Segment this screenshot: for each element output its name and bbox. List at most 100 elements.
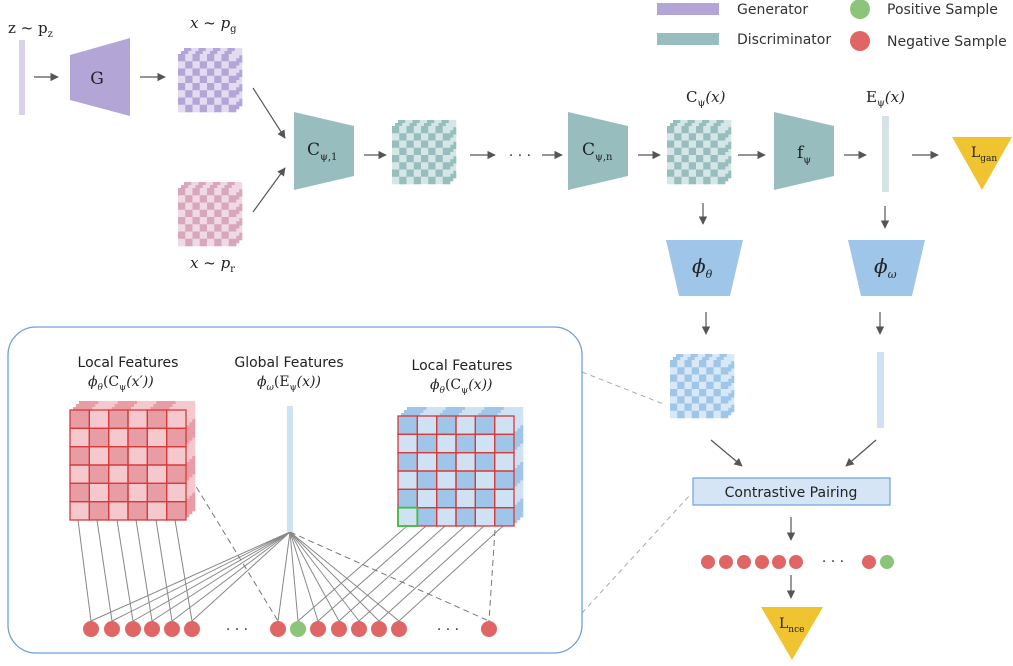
featuremap-cell	[214, 224, 222, 232]
featuremap-cell	[207, 97, 215, 106]
local-to-sample-line	[77, 519, 92, 622]
featuremap-cell	[667, 162, 675, 170]
positive-cell-outline	[397, 506, 419, 527]
featuremap-cell	[214, 68, 222, 77]
real-sample-featuremap	[178, 182, 243, 247]
featuremap-cell	[667, 176, 675, 185]
featuremap-cell	[674, 133, 682, 141]
featuremap-cell	[221, 209, 230, 218]
legend-discriminator-swatch	[657, 33, 719, 45]
arrow-phivec-to-pairing	[845, 439, 877, 467]
featuremap-cell	[428, 155, 436, 163]
featuremap-cell	[178, 188, 186, 196]
global-to-sample-line	[289, 531, 380, 622]
featuremap-cell	[699, 389, 707, 397]
phi-theta-featuremap	[670, 354, 735, 419]
featuremap-cell	[677, 367, 685, 375]
featuremap-cell	[713, 374, 722, 383]
featuremap-cell	[436, 434, 457, 453]
ex-label: Eψ(x)	[866, 88, 905, 109]
featuremap-cell	[681, 133, 690, 141]
global-to-sample-line	[111, 531, 291, 622]
featuremap-cell	[696, 169, 704, 178]
positive-sample-dot	[290, 621, 306, 637]
global-to-sample-line	[277, 531, 291, 622]
featuremap-cell	[717, 133, 726, 141]
featuremap-cell	[185, 97, 193, 106]
global-to-sample-line	[289, 531, 299, 622]
featuremap-cell	[442, 133, 451, 141]
featuremap-cell	[417, 416, 437, 435]
featuremap-cell	[435, 133, 444, 141]
c-psi-1-label: Cψ,1	[307, 140, 337, 163]
featuremap-cell	[720, 381, 729, 390]
featuremap-cell	[221, 97, 230, 106]
arrow-phimap-to-pairing	[710, 439, 743, 467]
featuremap-cell	[421, 140, 429, 149]
dashed-negative-line	[289, 531, 490, 622]
featuremap-cell	[674, 169, 682, 178]
featuremap-cell	[147, 483, 167, 502]
legend-generator-label: Generator	[737, 2, 808, 18]
featuremap-cell	[677, 396, 685, 404]
featuremap-cell	[706, 410, 714, 419]
grid-cell-outline	[494, 507, 515, 527]
featuremap-cell	[221, 90, 230, 98]
local-to-sample-line	[358, 525, 466, 622]
featuremap-cell	[696, 176, 704, 185]
featuremap-cell	[674, 155, 682, 163]
featuremap-cell	[128, 410, 148, 429]
f-psi-block	[774, 112, 834, 190]
featuremap-cell	[688, 176, 697, 185]
featuremap-cell	[710, 133, 719, 141]
local-features-negative-grid	[69, 401, 196, 521]
featuremap-cell	[192, 238, 201, 247]
dashed-negative-line	[488, 529, 496, 622]
z-label: z ~ pz	[8, 19, 53, 40]
negative-sample-dot	[789, 555, 803, 569]
featuremap-cell	[475, 471, 495, 490]
featuremap-cell	[494, 471, 515, 490]
featuremap-cell	[178, 75, 186, 84]
featuremap-cell	[670, 360, 678, 368]
featuremap-cell	[688, 147, 697, 156]
featuremap-cell	[703, 126, 711, 134]
local-features-positive-grid	[397, 407, 524, 527]
featuremap-cell	[456, 452, 476, 472]
featuremap-cell	[417, 471, 437, 490]
featuremap-cell	[178, 97, 186, 106]
featuremap-cell	[684, 367, 693, 375]
featuremap-cell	[688, 126, 697, 134]
global-to-sample-line	[151, 531, 291, 622]
featuremap-cell	[703, 155, 711, 163]
featuremap-cell	[89, 410, 109, 429]
featuremap-cell	[207, 104, 215, 113]
featuremap-cell	[214, 104, 222, 113]
featuremap-cell	[670, 403, 678, 412]
featuremap-cell	[442, 162, 451, 170]
featuremap-cell	[392, 140, 400, 149]
featuremap-cell	[207, 75, 215, 84]
featuremap-cell	[691, 360, 700, 368]
featuremap-cell	[670, 396, 678, 404]
featuremap-cell	[178, 195, 186, 203]
featuremap-cell	[475, 416, 495, 435]
featuremap-cell	[199, 217, 208, 225]
featuremap-cell	[677, 360, 685, 368]
featuremap-cell	[691, 367, 700, 375]
featuremap-cell	[713, 367, 722, 375]
featuremap-cell	[428, 126, 436, 134]
featuremap-cell	[674, 176, 682, 185]
featuremap-cell	[398, 434, 418, 453]
featuremap-cell	[185, 217, 193, 225]
xg-label: x ~ pg	[190, 14, 237, 35]
featuremap-cell	[421, 162, 429, 170]
featuremap-cell	[207, 90, 215, 98]
featuremap-cell	[696, 126, 704, 134]
featuremap-cell	[436, 416, 457, 435]
featuremap-cell	[214, 195, 222, 203]
featuremap-cell	[89, 446, 109, 466]
featuremap-cell	[713, 410, 722, 419]
featuremap-cell	[691, 374, 700, 383]
featuremap-cell	[185, 90, 193, 98]
